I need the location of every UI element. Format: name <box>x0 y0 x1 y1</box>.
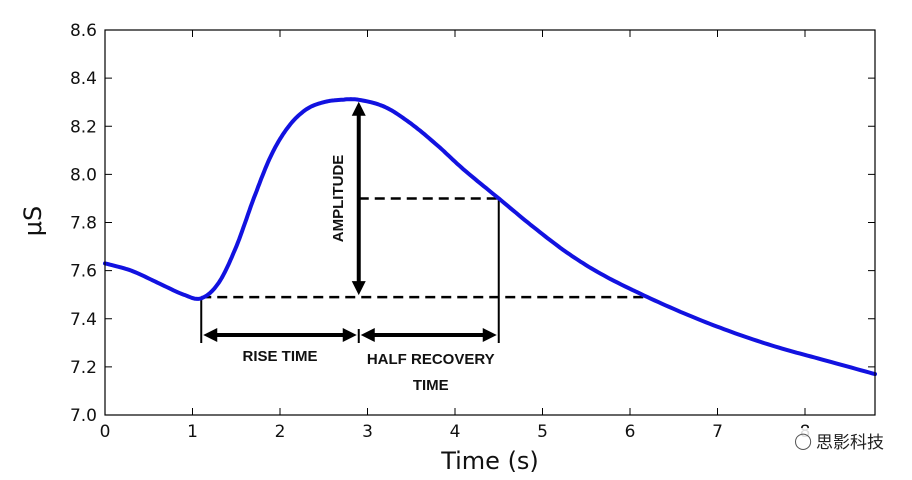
y-tick-label: 8.2 <box>70 117 97 137</box>
half-recovery-arrow-head-left <box>360 328 375 342</box>
y-tick-label: 8.4 <box>70 69 97 89</box>
y-axis-ticks: 7.0 7.2 7.4 7.6 7.8 8.0 8.2 8.4 8.6 <box>70 21 875 426</box>
y-tick-label: 8.0 <box>70 165 97 185</box>
x-tick-label: 7 <box>712 422 723 442</box>
amplitude-arrow-head-down <box>351 281 366 296</box>
x-tick-label: 3 <box>362 422 373 442</box>
x-tick-label: 1 <box>187 422 198 442</box>
rise-time-arrow-head-right <box>342 328 357 342</box>
y-tick-label: 7.0 <box>70 406 97 426</box>
x-tick-label: 5 <box>537 422 548 442</box>
x-tick-label: 0 <box>100 422 111 442</box>
amplitude-label: AMPLITUDE <box>330 155 347 243</box>
wechat-icon: ◯ <box>794 431 812 450</box>
x-tick-label: 4 <box>450 422 461 442</box>
rise-time-label: RISE TIME <box>242 348 317 365</box>
x-axis-ticks: 012345678 <box>100 30 810 442</box>
y-tick-label: 7.2 <box>70 358 97 378</box>
half-recovery-arrow-head-right <box>482 328 497 342</box>
half-recovery-label-line2: TIME <box>413 377 449 394</box>
amplitude-arrow-head-up <box>351 101 366 116</box>
y-tick-label: 7.8 <box>70 214 97 234</box>
y-tick-label: 7.6 <box>70 262 97 282</box>
x-tick-label: 6 <box>625 422 636 442</box>
half-recovery-label-line1: HALF RECOVERY <box>367 351 495 368</box>
x-axis-title: Time (s) <box>440 447 539 475</box>
x-tick-label: 2 <box>275 422 286 442</box>
y-axis-title: μS <box>19 206 47 237</box>
y-tick-label: 8.6 <box>70 21 97 41</box>
y-tick-label: 7.4 <box>70 310 97 330</box>
plot-frame <box>104 29 876 416</box>
series-line <box>103 97 877 377</box>
watermark-text: 思影科技 <box>816 433 884 453</box>
rise-time-arrow-head-left <box>203 328 218 342</box>
annotations: AMPLITUDE RISE TIME HALF RECOVERY TIME <box>200 101 648 394</box>
watermark: ◯ 思影科技 <box>792 428 886 453</box>
